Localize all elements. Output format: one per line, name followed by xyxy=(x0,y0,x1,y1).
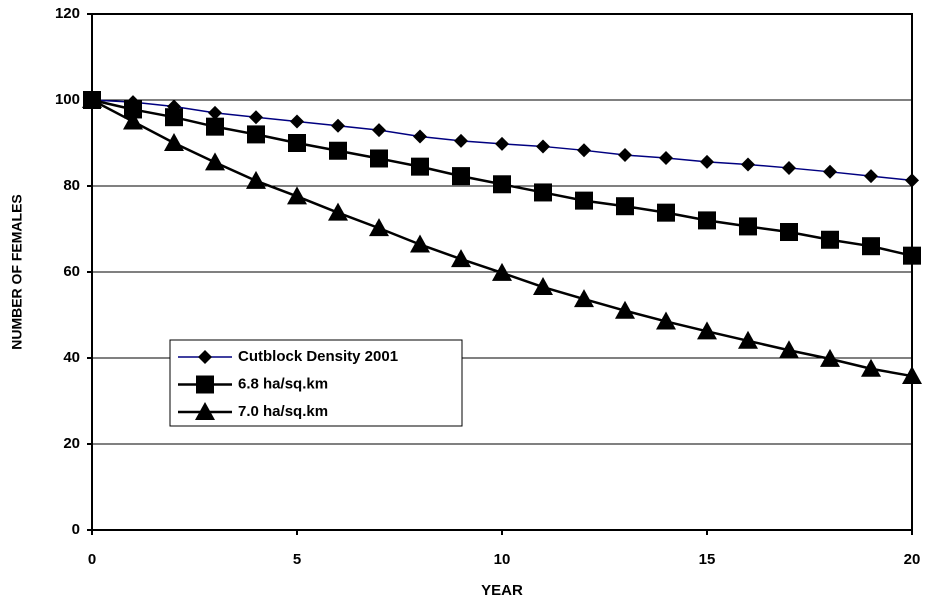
y-tick-label: 40 xyxy=(63,349,80,366)
marker xyxy=(902,366,922,385)
marker xyxy=(82,90,102,108)
marker xyxy=(331,118,345,133)
marker xyxy=(533,277,553,296)
x-axis-title: YEAR xyxy=(481,582,523,599)
marker xyxy=(659,151,673,166)
marker xyxy=(864,169,878,184)
marker xyxy=(492,262,512,281)
marker xyxy=(328,202,348,221)
marker xyxy=(698,211,716,230)
x-tick-label: 20 xyxy=(904,551,921,568)
marker xyxy=(413,129,427,144)
marker xyxy=(369,218,389,237)
marker xyxy=(821,230,839,249)
marker xyxy=(657,203,675,222)
marker xyxy=(410,234,430,253)
y-tick-label: 80 xyxy=(63,177,80,194)
y-tick-label: 120 xyxy=(55,5,80,22)
legend-label: 7.0 ha/sq.km xyxy=(238,403,328,420)
marker xyxy=(738,330,758,349)
marker xyxy=(411,157,429,176)
marker xyxy=(823,164,837,179)
marker xyxy=(536,139,550,154)
marker xyxy=(372,123,386,138)
marker xyxy=(452,167,470,186)
x-tick-label: 15 xyxy=(699,551,716,568)
marker xyxy=(741,157,755,172)
marker xyxy=(208,105,222,120)
marker xyxy=(577,143,591,158)
marker xyxy=(493,175,511,194)
marker xyxy=(782,160,796,175)
marker xyxy=(123,111,143,130)
marker xyxy=(290,114,304,129)
marker xyxy=(206,117,224,136)
marker xyxy=(779,340,799,359)
y-tick-label: 100 xyxy=(55,91,80,108)
marker xyxy=(656,311,676,330)
marker xyxy=(246,170,266,189)
y-tick-label: 60 xyxy=(63,263,80,280)
legend-label: 6.8 ha/sq.km xyxy=(238,375,328,392)
legend-marker xyxy=(195,402,215,420)
marker xyxy=(903,246,921,265)
marker xyxy=(164,133,184,151)
marker xyxy=(288,134,306,152)
y-axis-title: NUMBER OF FEMALES xyxy=(9,194,25,350)
marker xyxy=(905,173,919,188)
marker xyxy=(861,358,881,377)
marker xyxy=(862,237,880,256)
plot-border xyxy=(91,13,913,531)
marker xyxy=(249,110,263,125)
marker xyxy=(287,186,307,205)
marker xyxy=(165,108,183,127)
marker xyxy=(454,133,468,148)
y-tick-label: 0 xyxy=(72,521,80,538)
x-tick-label: 0 xyxy=(88,551,96,568)
y-tick-label: 20 xyxy=(63,435,80,452)
x-tick-label: 5 xyxy=(293,551,301,568)
legend-marker xyxy=(196,375,214,394)
marker xyxy=(697,321,717,340)
marker xyxy=(495,136,509,151)
legend-marker xyxy=(198,350,212,364)
marker xyxy=(451,249,471,268)
marker xyxy=(780,223,798,242)
marker xyxy=(700,154,714,169)
marker xyxy=(205,152,225,171)
marker xyxy=(247,125,265,144)
marker xyxy=(739,217,757,236)
marker xyxy=(618,148,632,163)
marker xyxy=(370,149,388,168)
marker xyxy=(820,348,840,367)
x-tick-label: 10 xyxy=(494,551,511,568)
marker xyxy=(574,289,594,308)
marker xyxy=(615,300,635,319)
marker xyxy=(616,197,634,216)
marker xyxy=(575,191,593,210)
legend-label: Cutblock Density 2001 xyxy=(238,348,398,365)
marker xyxy=(329,141,347,160)
marker xyxy=(534,183,552,202)
marker xyxy=(124,100,142,119)
